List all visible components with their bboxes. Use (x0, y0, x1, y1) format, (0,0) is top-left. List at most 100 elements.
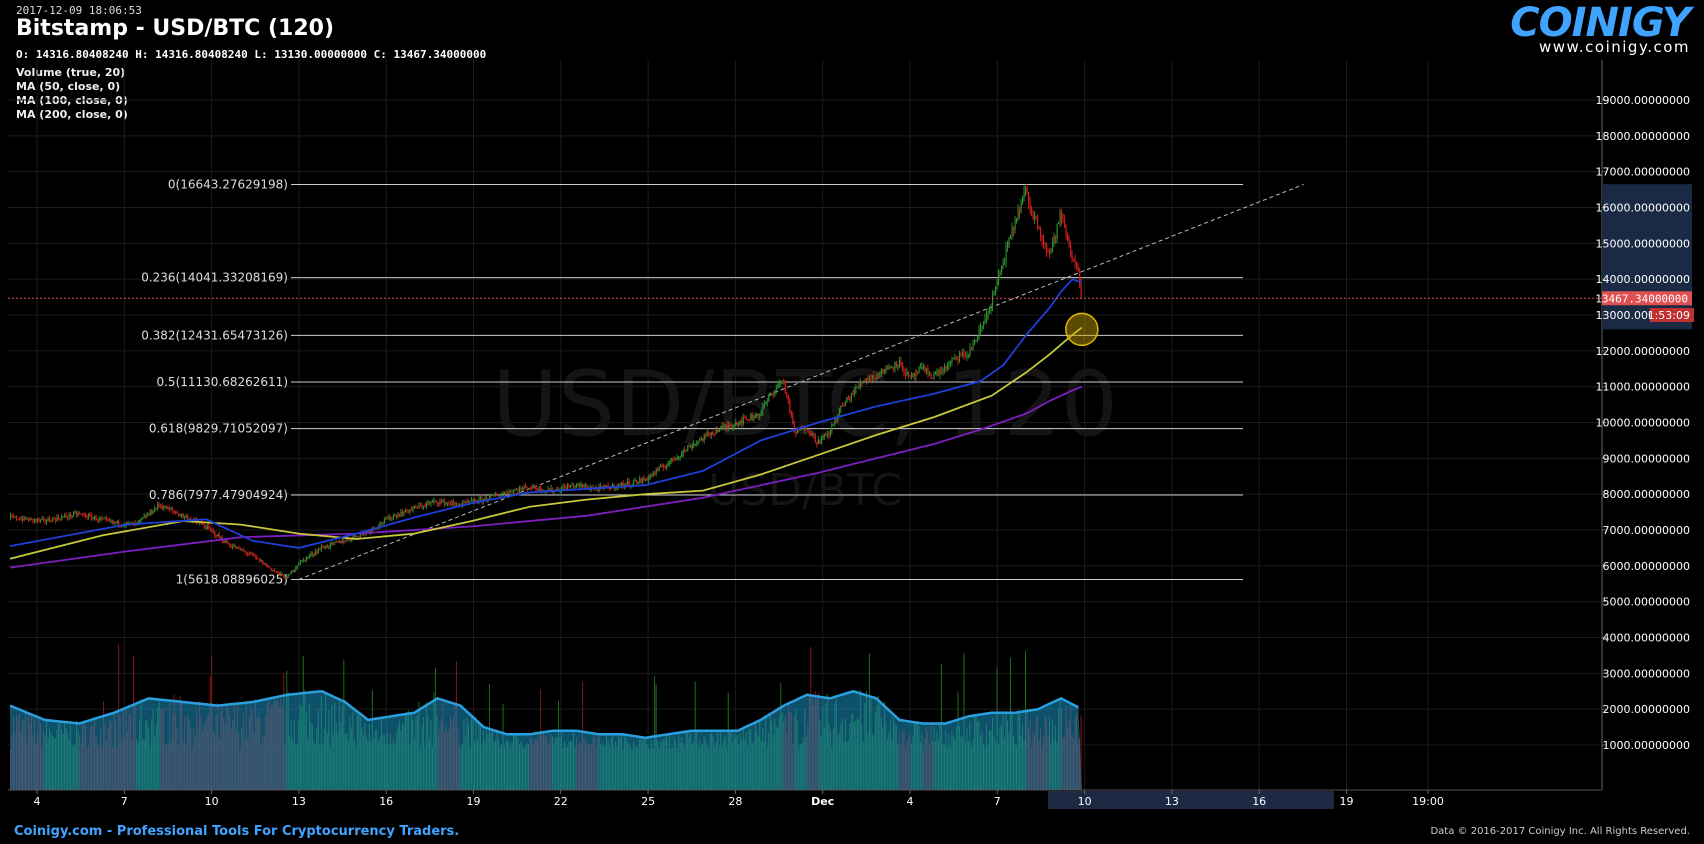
candle-body (534, 485, 536, 489)
candle-body (1034, 215, 1036, 219)
time-tick-label: 10 (1078, 795, 1092, 808)
candle-body (873, 375, 875, 379)
candle-body (379, 522, 381, 527)
candle-body (519, 487, 521, 492)
candle-body (278, 572, 280, 575)
candle-body (274, 570, 276, 572)
indicator-volume[interactable]: Volume (true, 20) (16, 66, 126, 79)
candle-body (472, 499, 474, 501)
candle-body (798, 429, 800, 431)
candle-body (565, 486, 567, 490)
candle-body (1016, 218, 1018, 221)
candle-body (924, 366, 926, 372)
candle-body (271, 568, 273, 571)
candle-body (491, 494, 494, 496)
candle-body (627, 481, 629, 485)
candle-body (954, 356, 956, 358)
candle-body (660, 465, 662, 467)
candle-body (1013, 226, 1015, 231)
candle-body (561, 488, 563, 491)
candle-body (579, 483, 581, 487)
candle-body (913, 373, 916, 377)
candle-body (624, 484, 626, 487)
candle-body (888, 367, 890, 370)
fib-trendline (298, 183, 1304, 580)
candle-body (667, 463, 669, 466)
candle-body (59, 518, 61, 520)
candle-body (307, 557, 309, 559)
candle-body (110, 520, 112, 522)
candle-body (79, 513, 81, 515)
candle-body (898, 360, 901, 365)
price-tick-label: 18000.00000000 (1596, 130, 1690, 143)
candle-body (245, 551, 247, 554)
candle-body (100, 517, 102, 519)
candle-body (973, 342, 976, 344)
candle-body (750, 414, 752, 421)
price-tick-label: 9000.00000000 (1603, 452, 1690, 465)
candle-body (170, 509, 172, 511)
candle-body (494, 494, 497, 496)
candle-body (922, 366, 925, 368)
candle-body (380, 522, 383, 524)
candle-body (676, 457, 678, 459)
candle-body (525, 486, 527, 488)
candle-body (852, 394, 854, 396)
candle-body (497, 495, 500, 497)
time-axis: 4 7 10 13 16 19 22 25 28 Dec 4 7 10 13 16 19 19:00 (8, 789, 1602, 809)
candle-body (925, 368, 928, 372)
candle-body (385, 518, 387, 520)
price-tick-label: 10000.00000000 (1596, 417, 1690, 430)
candle-body (976, 337, 979, 341)
candle-body (861, 382, 863, 384)
candle-body (970, 347, 973, 350)
candle-body (106, 518, 108, 520)
indicator-ma200[interactable]: MA (200, close, 0) (16, 108, 128, 121)
candle-body (1062, 220, 1064, 222)
candle-body (479, 497, 482, 499)
candle-body (1070, 245, 1072, 257)
candle-body (488, 495, 491, 500)
candle-body (685, 450, 687, 452)
candle-body (538, 486, 540, 491)
candle-body (98, 517, 100, 521)
candle-body (484, 497, 486, 499)
candle-body (445, 503, 447, 505)
candle-body (230, 546, 232, 548)
candle-body (428, 502, 431, 504)
candle-body (280, 573, 282, 575)
price-tick-label: 2000.00000000 (1603, 703, 1690, 716)
candle-body (478, 498, 480, 503)
candle-body (711, 432, 713, 435)
candle-body (916, 373, 919, 375)
candle-body (163, 507, 165, 509)
candle-body (304, 559, 306, 561)
volume-ma-area (10, 691, 1082, 790)
candle-body (789, 399, 791, 412)
candle-body (29, 518, 31, 521)
candle-body (248, 553, 250, 555)
candle-body (841, 405, 844, 407)
price-tick-label: 14000.00000000 (1596, 273, 1690, 286)
candle-body (238, 547, 240, 549)
candle-body (212, 530, 214, 532)
candle-body (151, 510, 153, 514)
candle-body (281, 573, 283, 576)
candle-body (897, 364, 899, 367)
candle-body (71, 515, 73, 517)
footer-tagline[interactable]: Coinigy.com - Professional Tools For Cry… (14, 824, 460, 839)
candle-body (424, 506, 426, 508)
candle-body (919, 367, 922, 369)
candle-body (666, 465, 668, 468)
candle-body (107, 519, 109, 521)
candle-body (883, 373, 886, 375)
indicator-ma50[interactable]: MA (50, close, 0) (16, 80, 121, 93)
candle-body (509, 491, 512, 493)
candle-body (401, 511, 404, 515)
candle-body (1031, 212, 1033, 215)
candle-body (350, 539, 353, 541)
candle-body (574, 485, 576, 488)
candle-body (609, 487, 611, 490)
candle-body (955, 356, 958, 359)
